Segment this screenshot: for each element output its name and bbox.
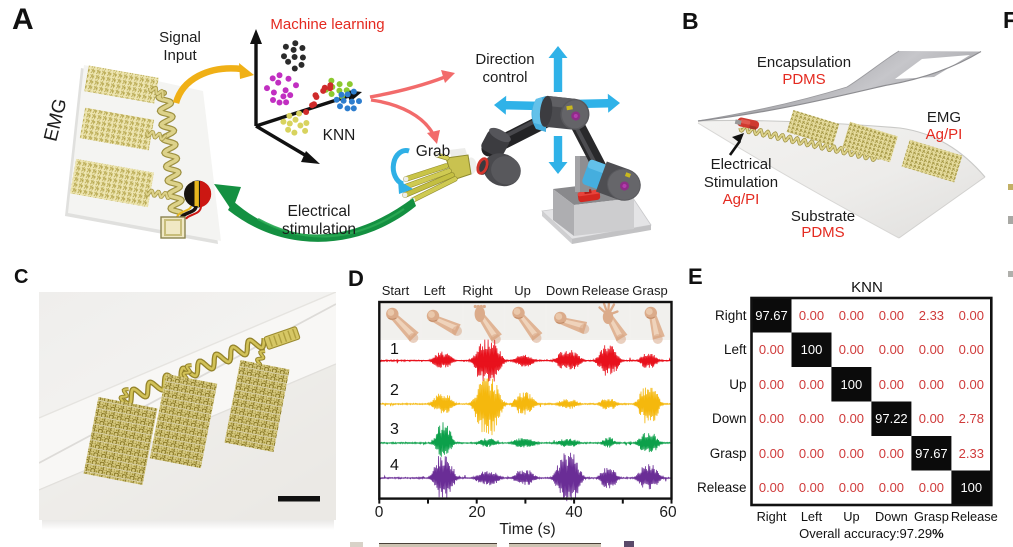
svg-text:0.00: 0.00: [919, 480, 944, 495]
svg-text:0.00: 0.00: [799, 480, 824, 495]
svg-text:Right: Right: [757, 509, 787, 524]
svg-text:0.00: 0.00: [799, 377, 824, 392]
svg-text:100: 100: [841, 377, 863, 392]
svg-text:0.00: 0.00: [759, 480, 784, 495]
svg-text:0.00: 0.00: [839, 411, 864, 426]
svg-text:Down: Down: [712, 411, 747, 426]
svg-text:0.00: 0.00: [799, 308, 824, 323]
svg-text:2.78: 2.78: [959, 411, 984, 426]
svg-text:2.33: 2.33: [919, 308, 944, 323]
svg-text:4: 4: [390, 457, 399, 474]
svg-text:0.00: 0.00: [959, 308, 984, 323]
svg-text:2.33: 2.33: [959, 446, 984, 461]
svg-text:Up: Up: [729, 377, 746, 392]
svg-text:100: 100: [960, 480, 982, 495]
svg-text:0.00: 0.00: [759, 342, 784, 357]
svg-text:0.00: 0.00: [799, 446, 824, 461]
svg-text:0.00: 0.00: [919, 377, 944, 392]
svg-text:0.00: 0.00: [759, 411, 784, 426]
svg-text:97.67: 97.67: [915, 446, 948, 461]
svg-text:0.00: 0.00: [959, 377, 984, 392]
svg-text:2: 2: [390, 382, 399, 399]
svg-text:0.00: 0.00: [799, 411, 824, 426]
svg-text:Right: Right: [715, 308, 747, 323]
svg-text:0.00: 0.00: [879, 480, 904, 495]
svg-text:0.00: 0.00: [759, 446, 784, 461]
svg-text:0.00: 0.00: [879, 377, 904, 392]
svg-text:Left: Left: [724, 342, 747, 357]
svg-text:Overall accuracy:97.29%: Overall accuracy:97.29%: [799, 526, 944, 541]
svg-text:Up: Up: [843, 509, 859, 524]
svg-text:0.00: 0.00: [879, 342, 904, 357]
svg-text:97.67: 97.67: [755, 308, 788, 323]
svg-text:Left: Left: [801, 509, 823, 524]
svg-text:Release: Release: [951, 509, 998, 524]
svg-text:0.00: 0.00: [919, 342, 944, 357]
svg-text:KNN: KNN: [851, 279, 883, 296]
svg-text:0.00: 0.00: [959, 342, 984, 357]
svg-text:Release: Release: [697, 480, 747, 495]
svg-text:Grasp: Grasp: [914, 509, 949, 524]
svg-text:1: 1: [390, 341, 399, 358]
svg-text:0.00: 0.00: [839, 446, 864, 461]
svg-text:0.00: 0.00: [759, 377, 784, 392]
svg-text:0.00: 0.00: [919, 411, 944, 426]
svg-text:0.00: 0.00: [839, 342, 864, 357]
svg-text:97.22: 97.22: [875, 411, 908, 426]
svg-text:0.00: 0.00: [879, 308, 904, 323]
svg-text:0.00: 0.00: [879, 446, 904, 461]
svg-text:Down: Down: [875, 509, 908, 524]
svg-text:0.00: 0.00: [839, 308, 864, 323]
svg-text:0.00: 0.00: [839, 480, 864, 495]
svg-text:100: 100: [801, 342, 823, 357]
svg-text:3: 3: [390, 421, 399, 438]
svg-text:Grasp: Grasp: [710, 446, 747, 461]
